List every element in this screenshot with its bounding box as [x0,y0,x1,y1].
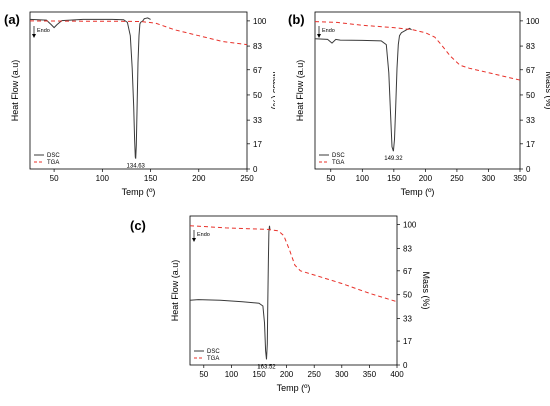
series-line-dsc [189,225,271,360]
plot-frame [189,215,398,366]
y-right-tick-label: 83 [403,244,412,253]
x-tick-label: 50 [199,370,208,379]
y-left-axis-title: Heat Flow (a.u) [170,260,180,322]
endo-arrow-head [32,34,36,38]
peak-annotation: 163.52 [257,364,276,370]
x-tick-label: 150 [252,370,266,379]
endo-label: Endo [322,28,335,34]
legend-label-tga: TGA [332,160,344,166]
endo-label: Endo [37,28,50,34]
x-tick-label: 150 [387,174,401,183]
y-right-tick-label: 83 [253,42,262,51]
x-tick-label: 250 [450,174,464,183]
y-right-tick-label: 33 [253,116,262,125]
x-tick-label: 200 [280,370,294,379]
y-right-axis-title: Mass (%) [421,272,430,310]
y-right-tick-label: 17 [253,140,262,149]
y-left-axis-title: Heat Flow (a.u) [10,60,20,122]
x-tick-label: 100 [225,370,239,379]
y-right-tick-label: 100 [253,17,267,26]
y-right-tick-label: 0 [403,361,408,370]
y-right-tick-label: 100 [526,17,540,26]
legend-label-dsc: DSC [47,153,60,159]
y-right-tick-label: 100 [403,220,417,229]
x-tick-label: 400 [390,370,404,379]
y-right-tick-label: 67 [526,66,535,75]
panel-label-a: (a) [4,12,20,27]
series-line-tga [29,20,248,46]
x-tick-label: 200 [192,174,206,183]
y-right-tick-label: 0 [253,165,258,174]
panel-label-b: (b) [288,12,305,27]
x-tick-label: 100 [96,174,110,183]
y-right-tick-label: 50 [403,291,412,300]
y-right-tick-label: 17 [403,337,412,346]
x-tick-label: 250 [308,370,322,379]
x-tick-label: 150 [144,174,158,183]
y-right-axis-title: Mass (%) [271,72,275,110]
x-tick-label: 300 [335,370,349,379]
y-right-tick-label: 17 [526,140,535,149]
y-right-axis-title: Mass (%) [544,72,550,110]
x-axis-title: Temp (º) [122,187,156,197]
peak-annotation: 149.32 [384,156,403,162]
panel-label-c: (c) [130,218,146,233]
x-tick-label: 50 [326,174,335,183]
series-line-dsc [29,17,151,159]
legend-label-dsc: DSC [207,349,220,355]
x-tick-label: 50 [50,174,59,183]
x-tick-label: 100 [356,174,370,183]
y-right-tick-label: 50 [253,91,262,100]
y-right-tick-label: 67 [403,267,412,276]
endo-arrow-head [192,238,196,242]
y-left-axis-title: Heat Flow (a.u) [295,60,305,122]
x-tick-label: 250 [240,174,254,183]
plot-frame [314,11,521,170]
plot-frame [29,11,248,170]
endo-arrow-head [317,34,321,38]
y-right-tick-label: 33 [526,116,535,125]
y-right-tick-label: 0 [526,165,531,174]
x-axis-title: Temp (º) [401,187,435,197]
x-tick-label: 200 [419,174,433,183]
peak-annotation: 134.63 [127,164,146,170]
series-line-tga [314,21,521,81]
series-line-dsc [314,27,412,152]
legend-label-tga: TGA [207,356,219,362]
y-right-tick-label: 67 [253,66,262,75]
x-axis-title: Temp (º) [277,383,311,393]
legend-label-tga: TGA [47,160,59,166]
legend-label-dsc: DSC [332,153,345,159]
y-right-tick-label: 83 [526,42,535,51]
series-line-tga [189,225,398,303]
x-tick-label: 350 [513,174,527,183]
endo-label: Endo [197,232,210,238]
x-tick-label: 300 [482,174,496,183]
y-right-tick-label: 50 [526,91,535,100]
x-tick-label: 350 [363,370,377,379]
y-right-tick-label: 33 [403,315,412,324]
